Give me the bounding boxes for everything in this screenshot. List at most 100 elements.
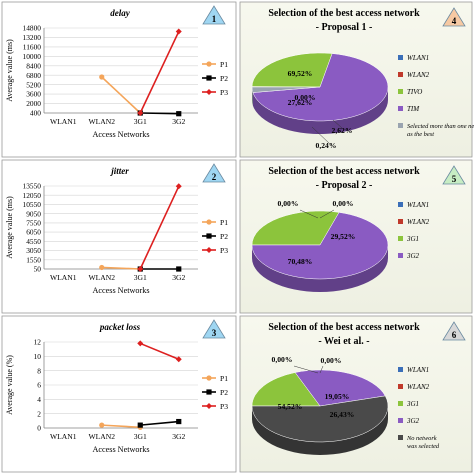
y-tick-label: 8400	[26, 61, 41, 70]
badge: 5	[442, 165, 466, 185]
series-P3: P3	[137, 28, 228, 116]
legend-label-line: Selected more than one networks	[407, 123, 474, 130]
legend-swatch	[398, 401, 403, 406]
data-point	[99, 264, 105, 271]
data-point	[175, 28, 182, 35]
slice-label: 29,52%	[331, 232, 356, 241]
legend-label: P3	[220, 88, 228, 97]
legend: WLAN1 WLAN2 3G1 3G2 No network was selected	[398, 366, 440, 450]
badge-number: 5	[452, 174, 457, 184]
legend-label-line: was selected	[407, 443, 440, 450]
legend-label: WLAN2	[407, 218, 430, 226]
legend: WLAN1 WLAN2 TIVO TIM Selected more than one …	[398, 54, 474, 138]
x-tick-label: 3G1	[134, 432, 147, 441]
series-P1: P1	[99, 218, 228, 272]
y-tick-label: 14800	[23, 24, 42, 33]
y-tick-label: 10550	[23, 200, 42, 209]
legend-label: P3	[220, 402, 228, 411]
y-axis-label: Average value (ms)	[5, 39, 14, 102]
chart-title: jitter	[109, 166, 129, 176]
legend-label: No network was selected	[406, 435, 440, 450]
pie-side-TIM	[252, 87, 389, 135]
y-tick-label: 6	[37, 381, 41, 390]
slice-label: 26,43%	[330, 410, 355, 419]
pie-slice-4	[251, 395, 389, 443]
x-tick-label: WLAN2	[88, 117, 115, 126]
x-tick-label: 3G2	[172, 117, 185, 126]
legend-label: P1	[220, 218, 228, 227]
chart-title: Selection of the best access network	[268, 166, 420, 177]
pie-slice-3	[252, 53, 389, 122]
series-line	[101, 266, 141, 270]
data-point	[206, 75, 212, 81]
leader-line	[293, 365, 319, 374]
badge: 2	[202, 163, 226, 183]
legend-swatch	[398, 55, 403, 60]
legend-label: 3G1	[406, 400, 419, 408]
data-point	[137, 110, 144, 116]
y-tick-label: 4	[37, 395, 41, 404]
y-tick-label: 13550	[23, 182, 42, 191]
leader-line	[299, 209, 319, 219]
chart-subtitle: - Wei et al. -	[318, 336, 369, 347]
leader-line	[319, 365, 324, 374]
pie-slice-3	[294, 369, 386, 407]
slice-label: 0,00%	[278, 199, 299, 208]
legend-label: 3G2	[406, 252, 420, 260]
legend-label: TIVO	[407, 88, 422, 96]
pie-slice-4	[251, 86, 321, 93]
slice-label: 2,62%	[332, 126, 353, 135]
legend-swatch	[398, 219, 403, 224]
series-line	[139, 342, 180, 360]
legend-label: P3	[220, 246, 228, 255]
chart-title: delay	[110, 8, 130, 18]
legend-label: WLAN2	[407, 71, 430, 79]
badge-triangle	[442, 7, 466, 27]
x-tick-label: WLAN2	[88, 432, 115, 441]
legend-label: 3G1	[406, 235, 419, 243]
series-line	[140, 420, 179, 426]
badge-triangle	[202, 319, 226, 339]
series-line	[101, 76, 141, 114]
pie-depth	[252, 406, 388, 455]
pie-chart-panel: 4 Selection of the best access network - P…	[239, 1, 474, 158]
badge-triangle	[442, 321, 466, 341]
y-tick-label: 400	[30, 109, 41, 118]
y-tick-label: 11600	[23, 42, 42, 51]
x-tick-label: WLAN2	[88, 273, 115, 282]
legend: WLAN1 WLAN2 3G1 3G2	[398, 201, 430, 260]
slice-label: 70,48%	[288, 257, 313, 266]
legend-label: P2	[220, 232, 228, 241]
slice-label: 19,05%	[325, 392, 350, 401]
data-point	[99, 74, 105, 80]
series-line	[101, 424, 141, 429]
slice-label: 54,52%	[278, 402, 303, 411]
y-tick-label: 3600	[26, 90, 41, 99]
chart-title: packet loss	[99, 322, 141, 332]
legend-label: WLAN2	[407, 383, 430, 391]
leader-line	[311, 126, 331, 145]
badge-triangle	[442, 165, 466, 185]
y-tick-label: 10000	[23, 52, 42, 61]
pie-slice-3	[251, 212, 389, 280]
pie-slice-2	[251, 372, 321, 407]
x-tick-label: 3G2	[172, 273, 185, 282]
data-point	[175, 356, 182, 363]
y-tick-label: 4550	[26, 237, 41, 246]
badge: 6	[442, 321, 466, 341]
x-axis-label: Access Networks	[92, 286, 149, 295]
legend-label: Selected more than one networksas the be…	[407, 123, 474, 138]
data-point	[206, 247, 212, 253]
y-tick-label: 12050	[23, 191, 42, 200]
data-point	[176, 418, 182, 425]
legend-label: P1	[220, 374, 228, 383]
y-tick-label: 0	[37, 424, 41, 433]
pie-depth	[252, 245, 388, 292]
pie-chart-panel: 6 Selection of the best access network - W…	[239, 315, 473, 473]
leader-line	[332, 119, 343, 129]
slice-label: 0,00%	[321, 356, 342, 365]
legend-label: WLAN1	[407, 201, 429, 209]
badge: 3	[202, 319, 226, 339]
slice-label: 0,00%	[333, 199, 354, 208]
legend-label: WLAN1	[407, 366, 429, 374]
